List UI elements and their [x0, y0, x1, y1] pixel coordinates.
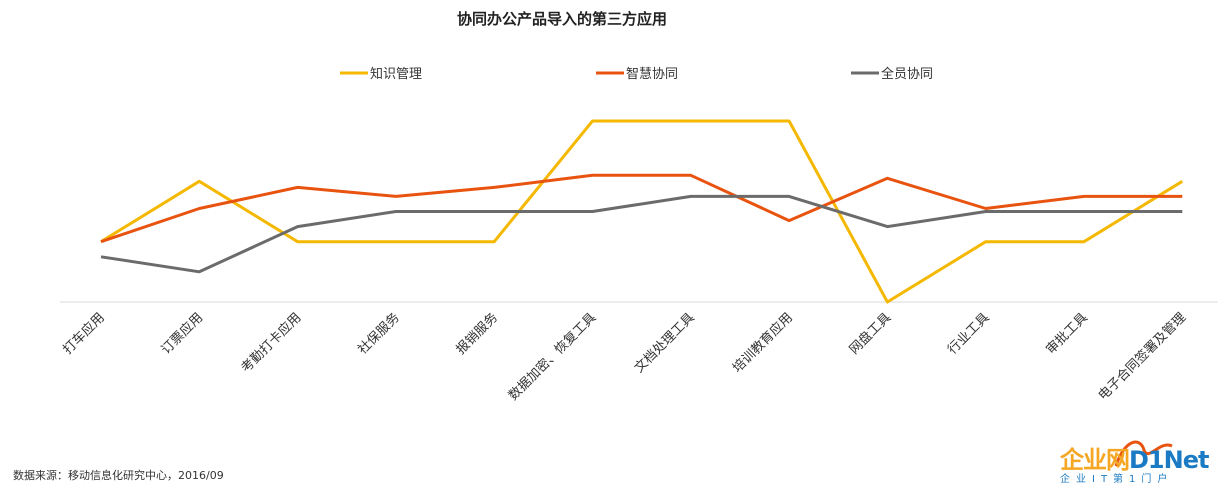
chart-title: 协同办公产品导入的第三方应用	[457, 10, 667, 28]
x-tick-label: 考勤打卡应用	[238, 310, 304, 376]
x-tick-label: 报销服务	[453, 310, 501, 358]
x-tick-label: 打车应用	[60, 310, 108, 358]
series-line	[100, 173, 1183, 244]
series-line	[100, 119, 1184, 304]
x-tick-label: 电子合同签署及管理	[1095, 310, 1189, 404]
x-tick-label: 文档处理工具	[632, 310, 698, 376]
legend-label: 知识管理	[370, 66, 422, 82]
logo-text-en: D1Net	[1129, 446, 1209, 474]
x-tick-label: 订票应用	[158, 310, 206, 358]
x-tick-label: 培训教育应用	[729, 310, 795, 376]
x-tick-label: 数据加密、恢复工具	[505, 310, 599, 404]
x-tick-label: 社保服务	[355, 310, 403, 358]
data-source-note: 数据来源：移动信息化研究中心，2016/09	[13, 469, 224, 482]
series-line	[100, 194, 1183, 274]
x-tick-labels: 打车应用 订票应用 考勤打卡应用 社保服务 报销服务 数据加密、恢复工具 文档处理工具 培训教…	[60, 310, 1189, 404]
logo-tagline: 企业IT第1门户	[1060, 474, 1174, 485]
logo-text-cn: 企业网	[1060, 446, 1130, 474]
logo-swirl-icon	[1114, 440, 1173, 467]
series-layer	[100, 119, 1184, 304]
chart-legend: 知识管理 智慧协同 全员协同	[340, 66, 933, 82]
legend-label: 全员协同	[881, 66, 933, 82]
x-tick-label: 行业工具	[945, 310, 992, 357]
logo-wordmark: 企业网D1Net	[1060, 440, 1209, 475]
d1net-logo: 企业网D1Net 企业IT第1门户	[1050, 436, 1218, 486]
x-tick-label: 审批工具	[1043, 310, 1090, 357]
legend-label: 智慧协同	[626, 66, 678, 82]
x-tick-label: 网盘工具	[846, 310, 894, 358]
